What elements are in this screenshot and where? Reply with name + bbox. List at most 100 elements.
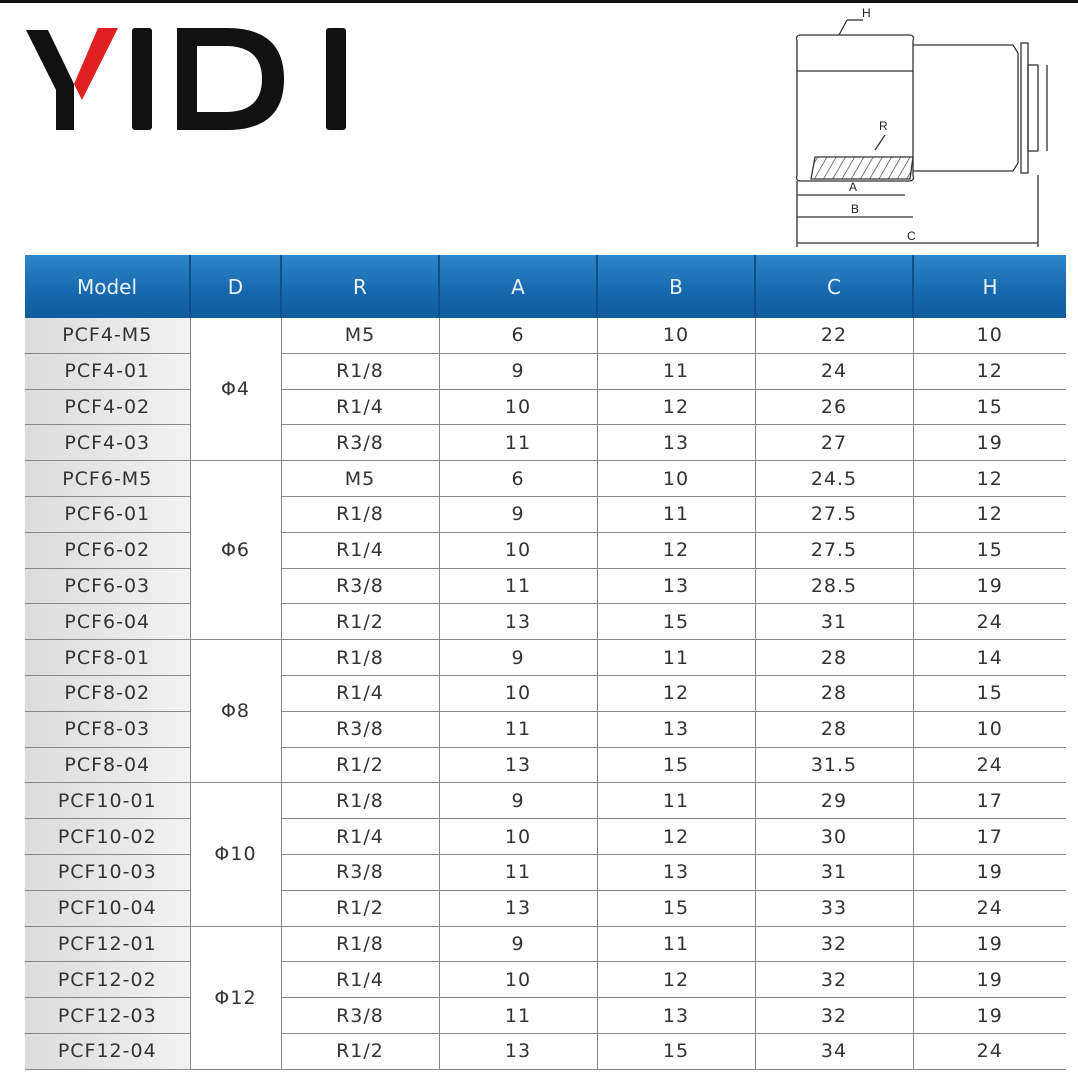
r-cell: R3/8: [280, 424, 439, 462]
table-row: PCF4-02 R1/4 10 12 26 15: [25, 389, 1066, 426]
model-cell: PCF4-M5: [25, 318, 190, 354]
c-cell: 27.5: [754, 496, 913, 533]
b-cell: 12: [596, 532, 755, 569]
h-cell: 19: [912, 424, 1066, 462]
c-cell: 28: [754, 639, 913, 676]
model-cell: PCF8-04: [25, 747, 190, 784]
column-header-model: Model: [25, 255, 190, 318]
r-cell: R1/4: [280, 961, 439, 999]
table-row: PCF4-M5 Φ4 M5 6 10 22 10: [25, 318, 1066, 462]
h-cell: 24: [912, 890, 1066, 927]
model-cell: PCF8-03: [25, 711, 190, 748]
c-cell: 24.5: [754, 460, 913, 497]
r-cell: R1/8: [280, 639, 439, 676]
a-cell: 13: [438, 1033, 597, 1070]
label-h: H: [862, 6, 871, 20]
column-header-a: A: [438, 255, 597, 318]
a-cell: 6: [438, 460, 597, 497]
r-cell: R1/8: [280, 782, 439, 820]
b-cell: 13: [596, 424, 755, 462]
table-row: PCF10-02 R1/4 10 12 30 17: [25, 818, 1066, 855]
table-row: PCF4-03 R3/8 11 13 27 19: [25, 424, 1066, 462]
c-cell: 27.5: [754, 532, 913, 569]
model-cell: PCF6-04: [25, 603, 190, 641]
d-cell: Φ6: [189, 460, 281, 641]
r-cell: R1/4: [280, 389, 439, 426]
a-cell: 10: [438, 389, 597, 426]
a-cell: 11: [438, 711, 597, 748]
a-cell: 13: [438, 890, 597, 927]
c-cell: 31: [754, 603, 913, 641]
r-cell: R1/2: [280, 1033, 439, 1070]
b-cell: 12: [596, 389, 755, 426]
a-cell: 11: [438, 424, 597, 462]
top-border: [0, 0, 1078, 3]
r-cell: R3/8: [280, 568, 439, 605]
c-cell: 27: [754, 424, 913, 462]
h-cell: 19: [912, 961, 1066, 999]
c-cell: 33: [754, 890, 913, 927]
h-cell: 24: [912, 1033, 1066, 1070]
c-cell: 29: [754, 782, 913, 820]
r-cell: R1/8: [280, 926, 439, 963]
a-cell: 10: [438, 675, 597, 712]
a-cell: 10: [438, 532, 597, 569]
column-header-c: C: [754, 255, 913, 318]
a-cell: 9: [438, 496, 597, 533]
r-cell: M5: [280, 318, 439, 354]
b-cell: 15: [596, 1033, 755, 1070]
model-cell: PCF8-02: [25, 675, 190, 712]
table-row: PCF6-M5 Φ6 M5 6 10 24.5 12: [25, 460, 1066, 641]
b-cell: 11: [596, 639, 755, 676]
table-row: PCF6-03 R3/8 11 13 28.5 19: [25, 568, 1066, 605]
b-cell: 11: [596, 926, 755, 963]
r-cell: R1/2: [280, 890, 439, 927]
b-cell: 13: [596, 854, 755, 891]
c-cell: 31: [754, 854, 913, 891]
model-cell: PCF6-02: [25, 532, 190, 569]
a-cell: 11: [438, 568, 597, 605]
table-header-row: Model D R A B C H: [25, 255, 1066, 318]
model-cell: PCF4-01: [25, 353, 190, 390]
table-row: PCF8-03 R3/8 11 13 28 10: [25, 711, 1066, 748]
d-cell: Φ10: [189, 782, 281, 927]
a-cell: 6: [438, 318, 597, 354]
b-cell: 11: [596, 496, 755, 533]
column-header-d: D: [189, 255, 281, 318]
b-cell: 11: [596, 353, 755, 390]
table-row: PCF8-02 R1/4 10 12 28 15: [25, 675, 1066, 712]
h-cell: 17: [912, 782, 1066, 820]
h-cell: 12: [912, 460, 1066, 497]
table-row: PCF10-04 R1/2 13 15 33 24: [25, 890, 1066, 927]
table-row: PCF12-04 R1/2 13 15 34 24: [25, 1033, 1066, 1070]
r-cell: R1/2: [280, 747, 439, 784]
h-cell: 17: [912, 818, 1066, 855]
column-header-b: B: [596, 255, 755, 318]
a-cell: 9: [438, 353, 597, 390]
table-row: PCF12-02 R1/4 10 12 32 19: [25, 961, 1066, 999]
c-cell: 26: [754, 389, 913, 426]
d-cell: Φ12: [189, 926, 281, 1070]
table-row: PCF6-04 R1/2 13 15 31 24: [25, 603, 1066, 641]
h-cell: 19: [912, 926, 1066, 963]
table-row: PCF6-01 R1/8 9 11 27.5 12: [25, 496, 1066, 533]
c-cell: 28: [754, 675, 913, 712]
b-cell: 11: [596, 782, 755, 820]
label-a: A: [849, 180, 857, 194]
a-cell: 9: [438, 782, 597, 820]
r-cell: M5: [280, 460, 439, 497]
r-cell: R1/8: [280, 496, 439, 533]
diagram-labels: H D R A B C: [849, 6, 916, 243]
label-r: R: [879, 119, 888, 133]
a-cell: 13: [438, 747, 597, 784]
a-cell: 10: [438, 961, 597, 999]
c-cell: 28.5: [754, 568, 913, 605]
b-cell: 12: [596, 675, 755, 712]
table-row: PCF8-01 Φ8 R1/8 9 11 28 14: [25, 639, 1066, 784]
column-header-h: H: [912, 255, 1066, 318]
c-cell: 30: [754, 818, 913, 855]
model-cell: PCF4-02: [25, 389, 190, 426]
b-cell: 15: [596, 747, 755, 784]
column-header-r: R: [280, 255, 439, 318]
model-cell: PCF10-04: [25, 890, 190, 927]
